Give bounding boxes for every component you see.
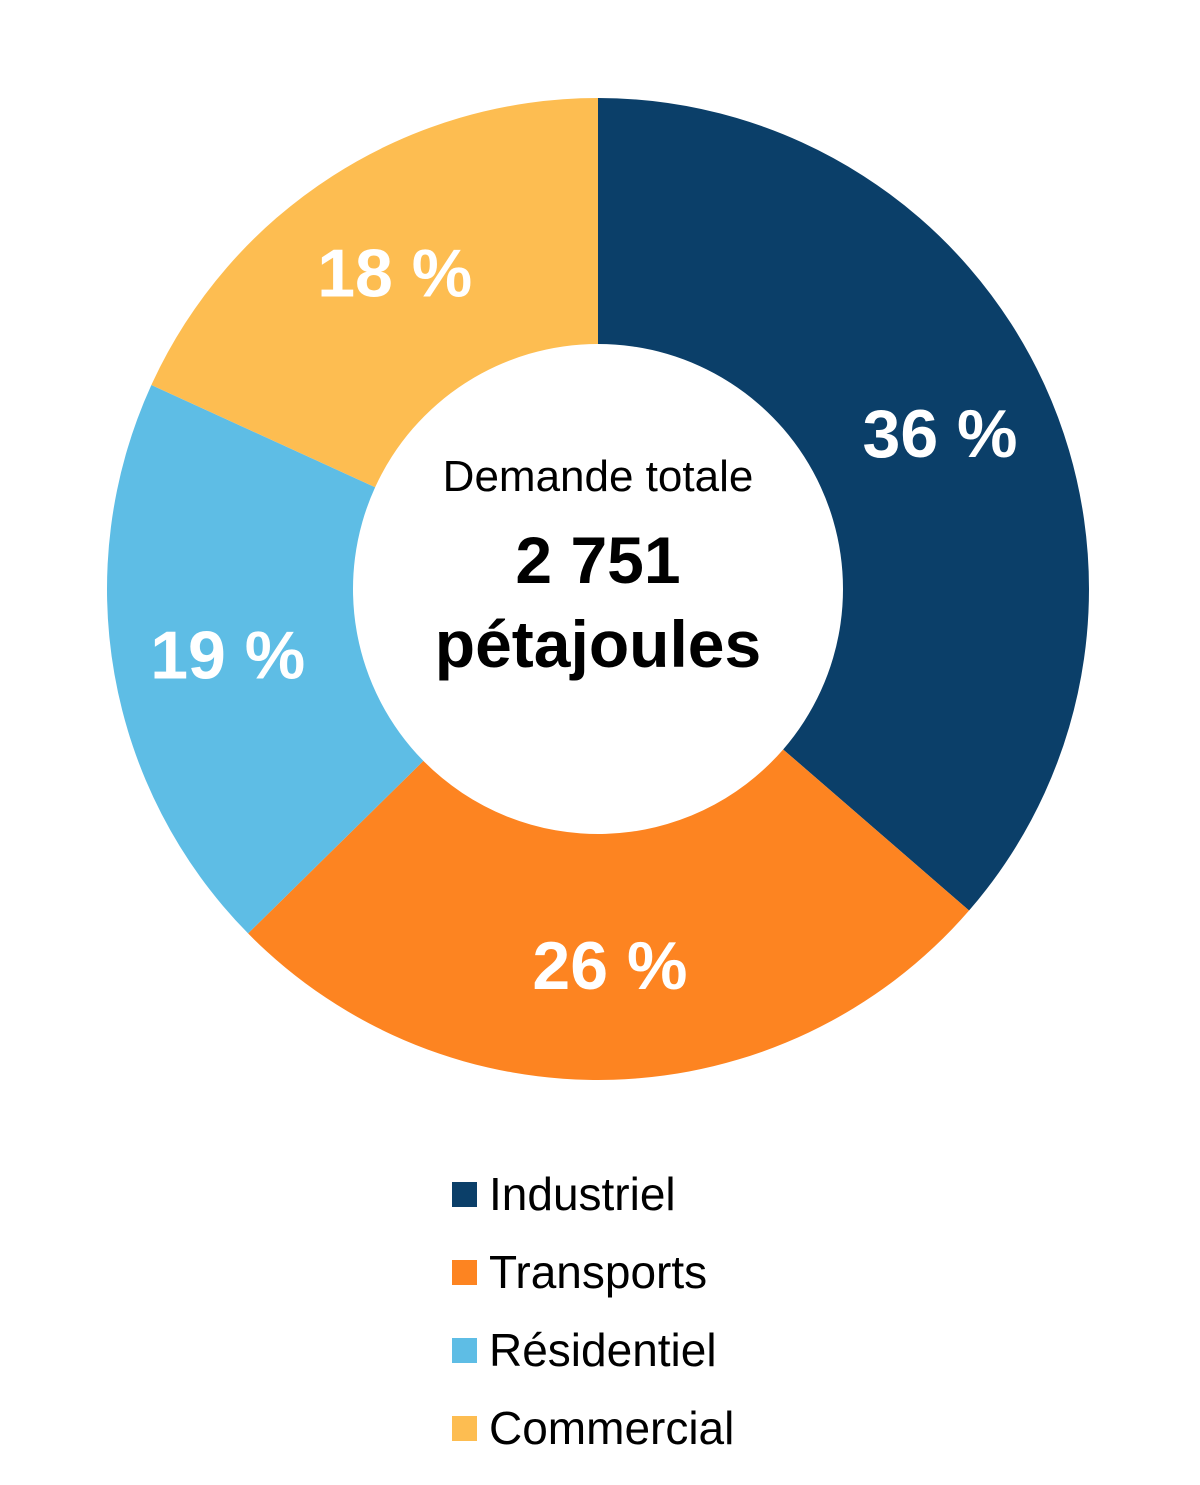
legend-item-industriel: Industriel — [452, 1155, 852, 1233]
legend-item-residentiel: Résidentiel — [452, 1311, 852, 1389]
center-text: Demande totale 2 751 pétajoules — [435, 452, 761, 681]
legend-label: Résidentiel — [489, 1324, 717, 1376]
legend: Industriel Transports Résidentiel Commer… — [452, 1155, 852, 1467]
slices-layer — [106, 98, 1090, 1081]
slice-label: 18 % — [317, 236, 472, 312]
center-total-unit: pétajoules — [435, 607, 761, 681]
slice-residentiel — [106, 385, 424, 934]
legend-label: Industriel — [489, 1168, 676, 1220]
legend-swatch — [452, 1259, 477, 1285]
legend-swatch — [452, 1337, 477, 1363]
legend-label: Commercial — [489, 1402, 735, 1454]
legend-swatch — [452, 1181, 477, 1207]
center-caption: Demande totale — [443, 452, 754, 501]
legend-item-transports: Transports — [452, 1233, 852, 1311]
slice-label: 19 % — [150, 617, 305, 693]
slice-transports — [248, 749, 970, 1081]
legend-swatch — [452, 1415, 477, 1441]
center-total-value: 2 751 — [515, 523, 680, 597]
slice-label: 26 % — [532, 928, 687, 1004]
slice-industriel — [598, 98, 1090, 911]
slice-commercial — [151, 98, 598, 488]
slice-label: 36 % — [863, 396, 1018, 472]
legend-item-commercial: Commercial — [452, 1389, 852, 1467]
slice-labels-layer: 36 % 26 % 19 % 18 % — [150, 236, 1017, 1004]
legend-label: Transports — [489, 1246, 708, 1298]
